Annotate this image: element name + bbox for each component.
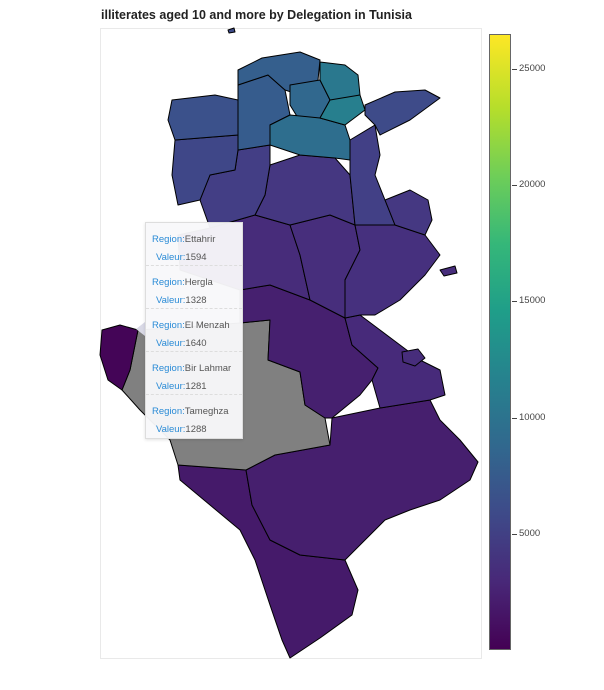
colorbar-tick <box>512 68 517 70</box>
tooltip-key-value: Valeur: <box>156 424 186 435</box>
region-sfax-south[interactable] <box>344 314 446 409</box>
tooltip-key-region: Region: <box>152 320 185 331</box>
tooltip-value: 1640 <box>185 338 207 349</box>
tooltip-key-value: Valeur: <box>156 381 186 392</box>
colorbar-tick-label: 5000 <box>519 527 541 539</box>
tooltip-region: Bir Lahmar <box>184 363 232 374</box>
colorbar-tick-label: 10000 <box>519 411 546 423</box>
tooltip-region: Ettahrir <box>184 234 216 245</box>
tooltip-entry: Region:Hergla Valeur:1328 <box>146 266 242 309</box>
tooltip-region: El Menzah <box>184 320 230 331</box>
colorbar-tick <box>512 301 517 303</box>
island-galite[interactable] <box>227 27 236 34</box>
region-west-dark[interactable] <box>99 324 139 391</box>
island-kerkennah[interactable] <box>439 265 458 277</box>
tooltip-entry: Region:El Menzah Valeur:1640 <box>146 309 242 352</box>
tooltip-pointer <box>136 322 145 336</box>
tooltip-entry: Region:Bir Lahmar Valeur:1281 <box>146 352 242 395</box>
tooltip-entry: Region:Ettahrir Valeur:1594 <box>146 223 242 266</box>
colorbar-tick-label: 20000 <box>519 179 546 191</box>
tooltip-value: 1288 <box>185 424 207 435</box>
tooltip-region: Tameghza <box>184 406 229 417</box>
tooltip-key-value: Valeur: <box>156 338 186 349</box>
tooltip-region: Hergla <box>184 277 213 288</box>
tooltip-entry: Region:Tameghza Valeur:1288 <box>146 395 242 437</box>
tooltip-key-region: Region: <box>152 277 185 288</box>
chart-title: illiterates aged 10 and more by Delegati… <box>101 8 412 22</box>
colorbar <box>489 34 511 650</box>
tooltip-value: 1328 <box>185 295 207 306</box>
colorbar-tick <box>512 185 517 187</box>
region-ben-arous[interactable] <box>319 94 366 126</box>
hover-tooltip: Region:Ettahrir Valeur:1594 Region:Hergl… <box>145 222 243 439</box>
colorbar-tick-label: 25000 <box>519 62 546 74</box>
tooltip-key-value: Valeur: <box>156 295 186 306</box>
region-jendouba[interactable] <box>167 94 239 141</box>
tooltip-value: 1281 <box>185 381 207 392</box>
tooltip-key-value: Valeur: <box>156 252 186 263</box>
tooltip-key-region: Region: <box>152 363 185 374</box>
colorbar-tick <box>512 533 517 535</box>
region-sfax[interactable] <box>344 224 441 319</box>
region-sousse-monastir[interactable] <box>349 124 396 226</box>
tooltip-value: 1594 <box>185 252 207 263</box>
tooltip-key-region: Region: <box>152 234 185 245</box>
colorbar-tick-label: 15000 <box>519 295 546 307</box>
tooltip-key-region: Region: <box>152 406 185 417</box>
region-nabeul[interactable] <box>364 89 441 136</box>
colorbar-tick <box>512 417 517 419</box>
region-mahdia[interactable] <box>384 189 433 236</box>
island-djerba[interactable] <box>401 348 426 367</box>
